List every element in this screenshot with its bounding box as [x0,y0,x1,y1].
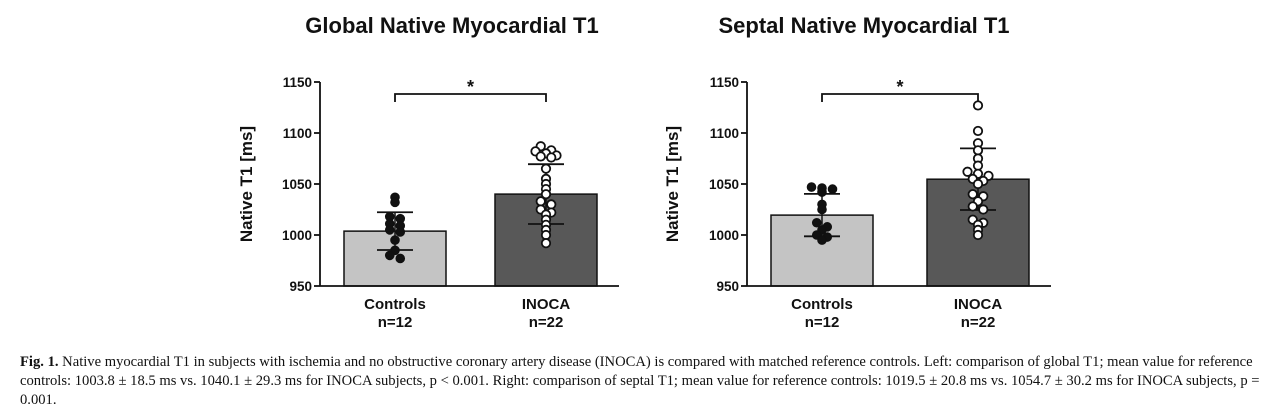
data-point [972,178,984,190]
significance-star: * [896,77,903,97]
figure: Global Native Myocardial T1 Native T1 [ms… [237,13,1051,331]
data-point [817,235,827,245]
data-point [972,145,984,156]
category-n-label: n=12 [805,314,840,331]
data-point [811,217,822,228]
caption-label: Fig. 1. [20,354,59,370]
category-n-label: n=22 [529,314,564,331]
y-axis-label: Native T1 [ms] [663,126,682,242]
category-n-label: n=22 [961,314,996,331]
y-tick-label: 1100 [283,126,312,141]
significance-star: * [467,77,474,97]
data-point [962,166,973,177]
data-point [827,184,838,194]
data-point [546,199,557,210]
data-point [817,187,827,197]
data-point [540,238,552,249]
y-tick-label: 950 [716,279,739,294]
data-point [390,197,400,208]
data-point [972,229,984,241]
chart-panel-1: Global Native Myocardial T1 Native T1 [ms… [237,13,619,331]
significance-bracket [394,93,547,102]
y-tick-label: 1050 [282,177,312,192]
data-point [967,189,978,200]
data-point [540,189,552,200]
data-point [806,182,817,192]
data-point [546,152,557,163]
data-point [972,100,984,111]
y-tick-label: 1000 [709,228,739,243]
data-point [535,196,546,207]
data-point [395,227,406,237]
y-tick-label: 1100 [710,126,739,141]
data-point [978,204,989,215]
data-point [384,225,395,235]
significance-bracket [821,93,979,102]
figure-caption: Fig. 1. Native myocardial T1 in subjects… [20,353,1265,410]
category-label-inoca: INOCA [522,296,571,313]
data-point [395,253,406,264]
data-point [540,229,552,241]
category-n-label: n=12 [378,314,413,331]
y-tick-label: 950 [289,279,312,294]
y-tick-label: 1150 [710,75,739,90]
caption-text: Native myocardial T1 in subjects with is… [20,354,1260,408]
y-tick-label: 1050 [709,177,739,192]
data-point [967,201,978,212]
data-point [972,160,984,171]
category-label-controls: Controls [791,296,853,313]
data-point [540,163,552,174]
data-point [972,125,984,137]
category-label-inoca: INOCA [954,296,1003,313]
category-label-controls: Controls [364,296,426,313]
data-point [384,250,395,261]
chart-title: Global Native Myocardial T1 [305,13,598,38]
y-axis-label: Native T1 [ms] [237,126,256,242]
data-point [390,235,400,245]
data-point [535,151,546,162]
chart-title: Septal Native Myocardial T1 [719,13,1010,38]
chart-panel-2: Septal Native Myocardial T1 Native T1 [ms… [663,13,1051,331]
data-point [817,204,827,215]
y-tick-label: 1150 [283,75,312,90]
y-tick-label: 1000 [282,228,312,243]
